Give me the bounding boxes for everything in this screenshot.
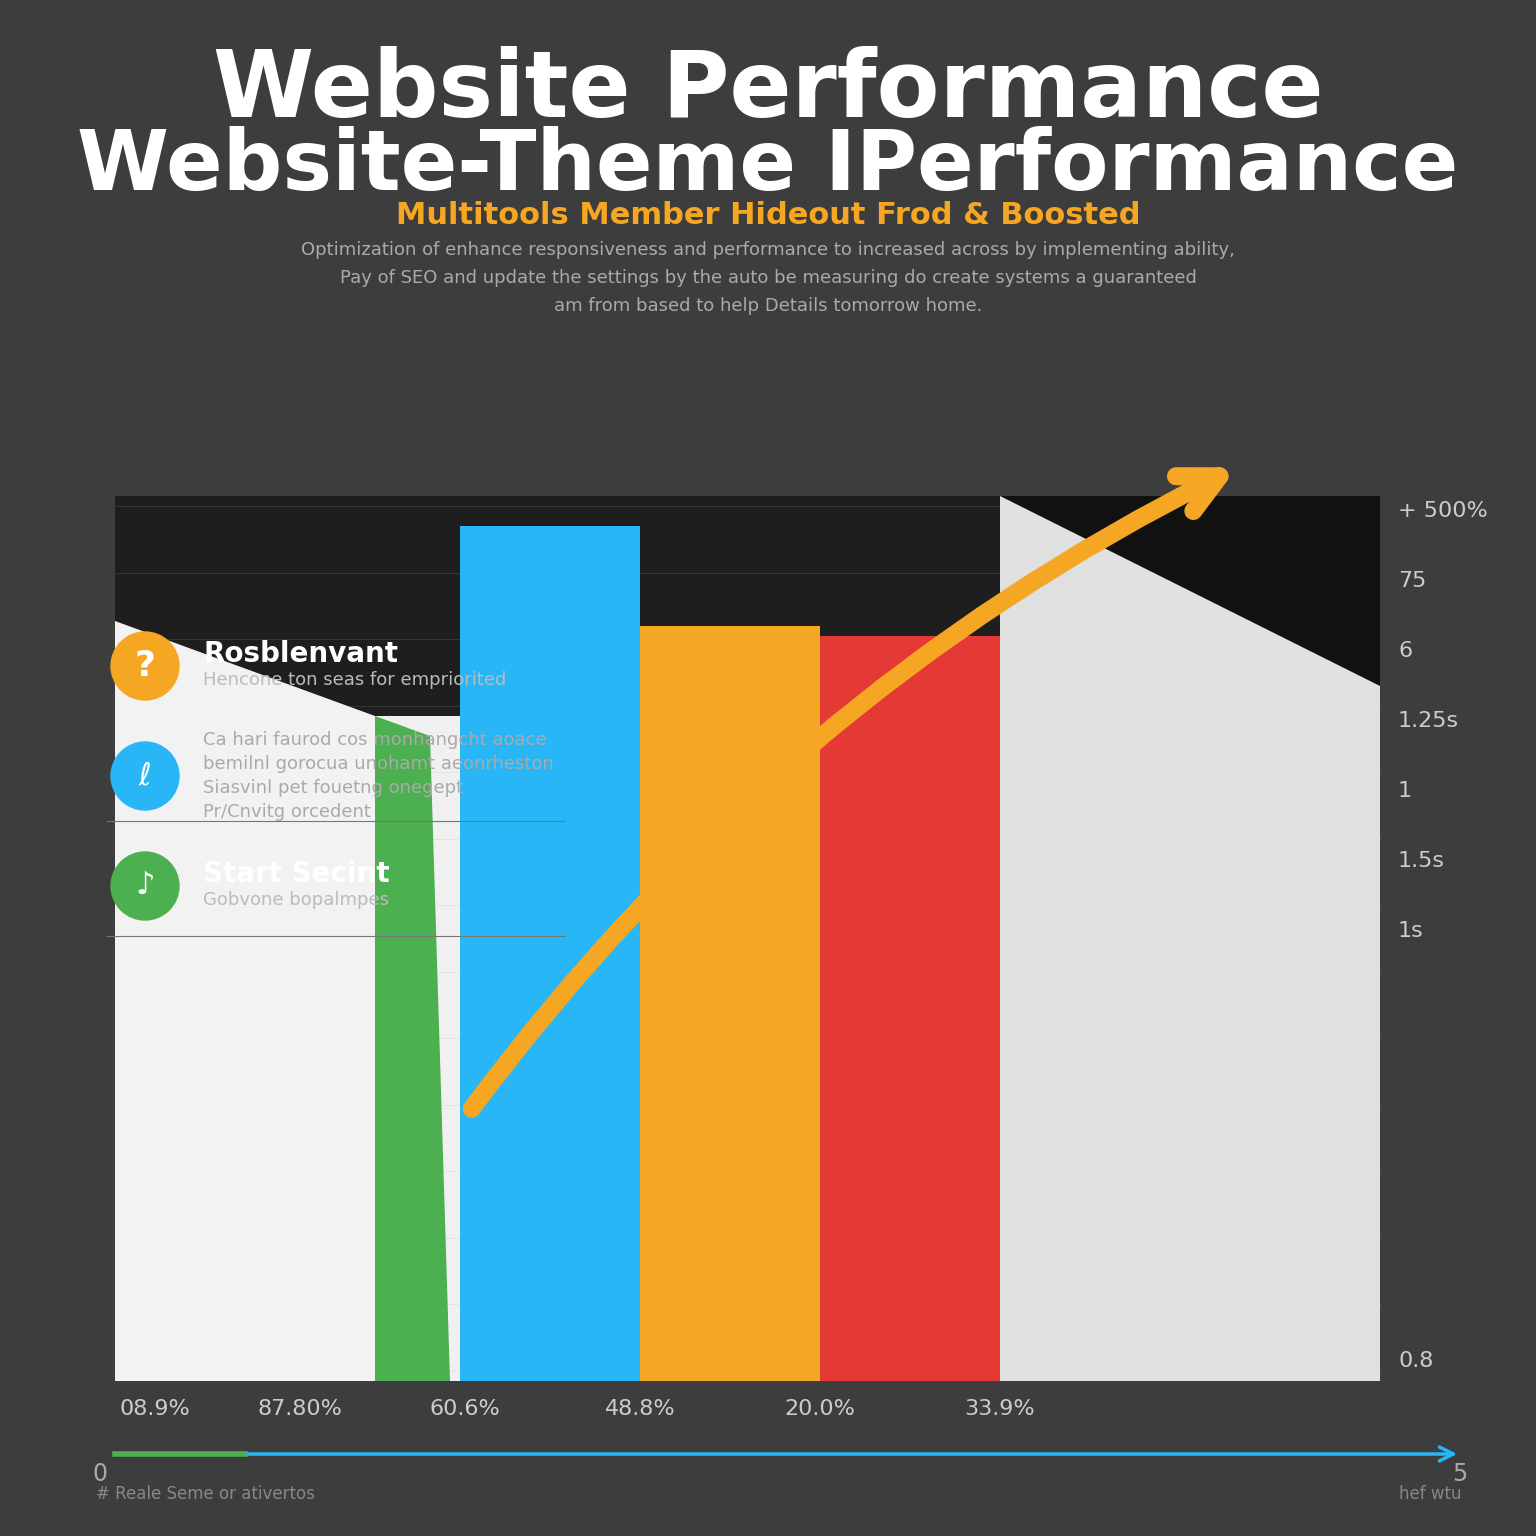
Text: hef wtu: hef wtu	[1399, 1485, 1461, 1504]
Text: bemilnl gorocua unohamt aeonrheston: bemilnl gorocua unohamt aeonrheston	[203, 756, 554, 773]
Text: # Reale Seme or ativertos: # Reale Seme or ativertos	[95, 1485, 315, 1504]
Text: 1.5s: 1.5s	[1398, 851, 1445, 871]
Circle shape	[111, 742, 180, 809]
Circle shape	[111, 631, 180, 700]
Text: 1s: 1s	[1398, 922, 1424, 942]
Text: Website-Theme IPerformance: Website-Theme IPerformance	[77, 126, 1459, 207]
Text: 1.25s: 1.25s	[1398, 711, 1459, 731]
Bar	[1000, 496, 1379, 1381]
Text: 87.80%: 87.80%	[258, 1399, 343, 1419]
Text: Optimization of enhance responsiveness and performance to increased across by im: Optimization of enhance responsiveness a…	[301, 241, 1235, 315]
Text: Website Performance: Website Performance	[214, 46, 1322, 137]
Text: Start Secint: Start Secint	[203, 860, 390, 888]
Text: 5: 5	[1453, 1462, 1467, 1485]
Bar	[641, 627, 820, 1381]
Text: Rosblenvant: Rosblenvant	[203, 641, 398, 668]
Text: 0: 0	[92, 1462, 108, 1485]
Bar	[820, 636, 1000, 1381]
Text: + 500%: + 500%	[1398, 501, 1488, 521]
Text: 1: 1	[1398, 780, 1412, 800]
Bar	[115, 496, 1379, 716]
Text: 6: 6	[1398, 641, 1412, 660]
Text: 20.0%: 20.0%	[785, 1399, 856, 1419]
Text: Pr/Cnvitg orcedent: Pr/Cnvitg orcedent	[203, 803, 370, 822]
Text: Multitools Member Hideout Frod & Boosted: Multitools Member Hideout Frod & Boosted	[396, 201, 1140, 230]
Text: Hencone ton seas for empriorited: Hencone ton seas for empriorited	[203, 671, 507, 690]
Text: Gobvone bopalmpes: Gobvone bopalmpes	[203, 891, 389, 909]
Bar	[115, 716, 1379, 1381]
Text: 60.6%: 60.6%	[430, 1399, 501, 1419]
Polygon shape	[1000, 496, 1379, 687]
Polygon shape	[375, 716, 450, 1381]
Text: ?: ?	[135, 650, 155, 684]
Text: 75: 75	[1398, 571, 1427, 591]
Text: ♪: ♪	[135, 871, 155, 900]
Text: 33.9%: 33.9%	[965, 1399, 1035, 1419]
Text: Ca hari faurod cos monhangcht aoace: Ca hari faurod cos monhangcht aoace	[203, 731, 547, 750]
Text: 08.9%: 08.9%	[120, 1399, 190, 1419]
Text: Siasvinl pet fouetng onegept: Siasvinl pet fouetng onegept	[203, 779, 464, 797]
Text: 0.8: 0.8	[1398, 1352, 1433, 1372]
Bar	[459, 525, 641, 1381]
Circle shape	[111, 852, 180, 920]
Text: 48.8%: 48.8%	[605, 1399, 676, 1419]
Text: ℓ: ℓ	[138, 762, 152, 791]
Polygon shape	[115, 621, 375, 1381]
